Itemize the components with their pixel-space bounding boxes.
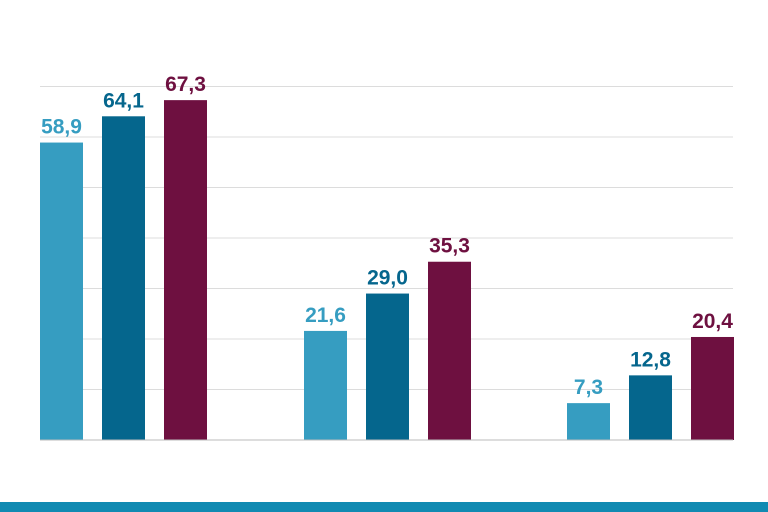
data-label: 7,3	[574, 376, 603, 399]
data-label: 67,3	[165, 73, 206, 96]
data-label: 29,0	[367, 267, 408, 290]
bar	[629, 375, 672, 440]
bar	[304, 330, 347, 440]
bar	[102, 116, 145, 441]
data-label: 20,4	[692, 310, 733, 333]
data-label: 64,1	[103, 89, 144, 112]
data-label: 12,8	[630, 348, 671, 371]
bar	[567, 403, 610, 440]
bar	[428, 261, 471, 440]
data-label: 35,3	[429, 235, 470, 258]
bar	[40, 142, 83, 440]
data-label: 21,6	[305, 304, 346, 327]
bar	[691, 336, 734, 440]
data-labels: 58,9 64,1 67,3 21,6 29,0 35,3 7,3 12,8 20,4	[41, 73, 733, 399]
gridlines	[40, 86, 733, 390]
data-label: 58,9	[41, 116, 82, 139]
bars	[40, 100, 734, 441]
bar	[366, 293, 409, 440]
footer-stripe	[0, 502, 768, 512]
bar	[164, 100, 207, 440]
